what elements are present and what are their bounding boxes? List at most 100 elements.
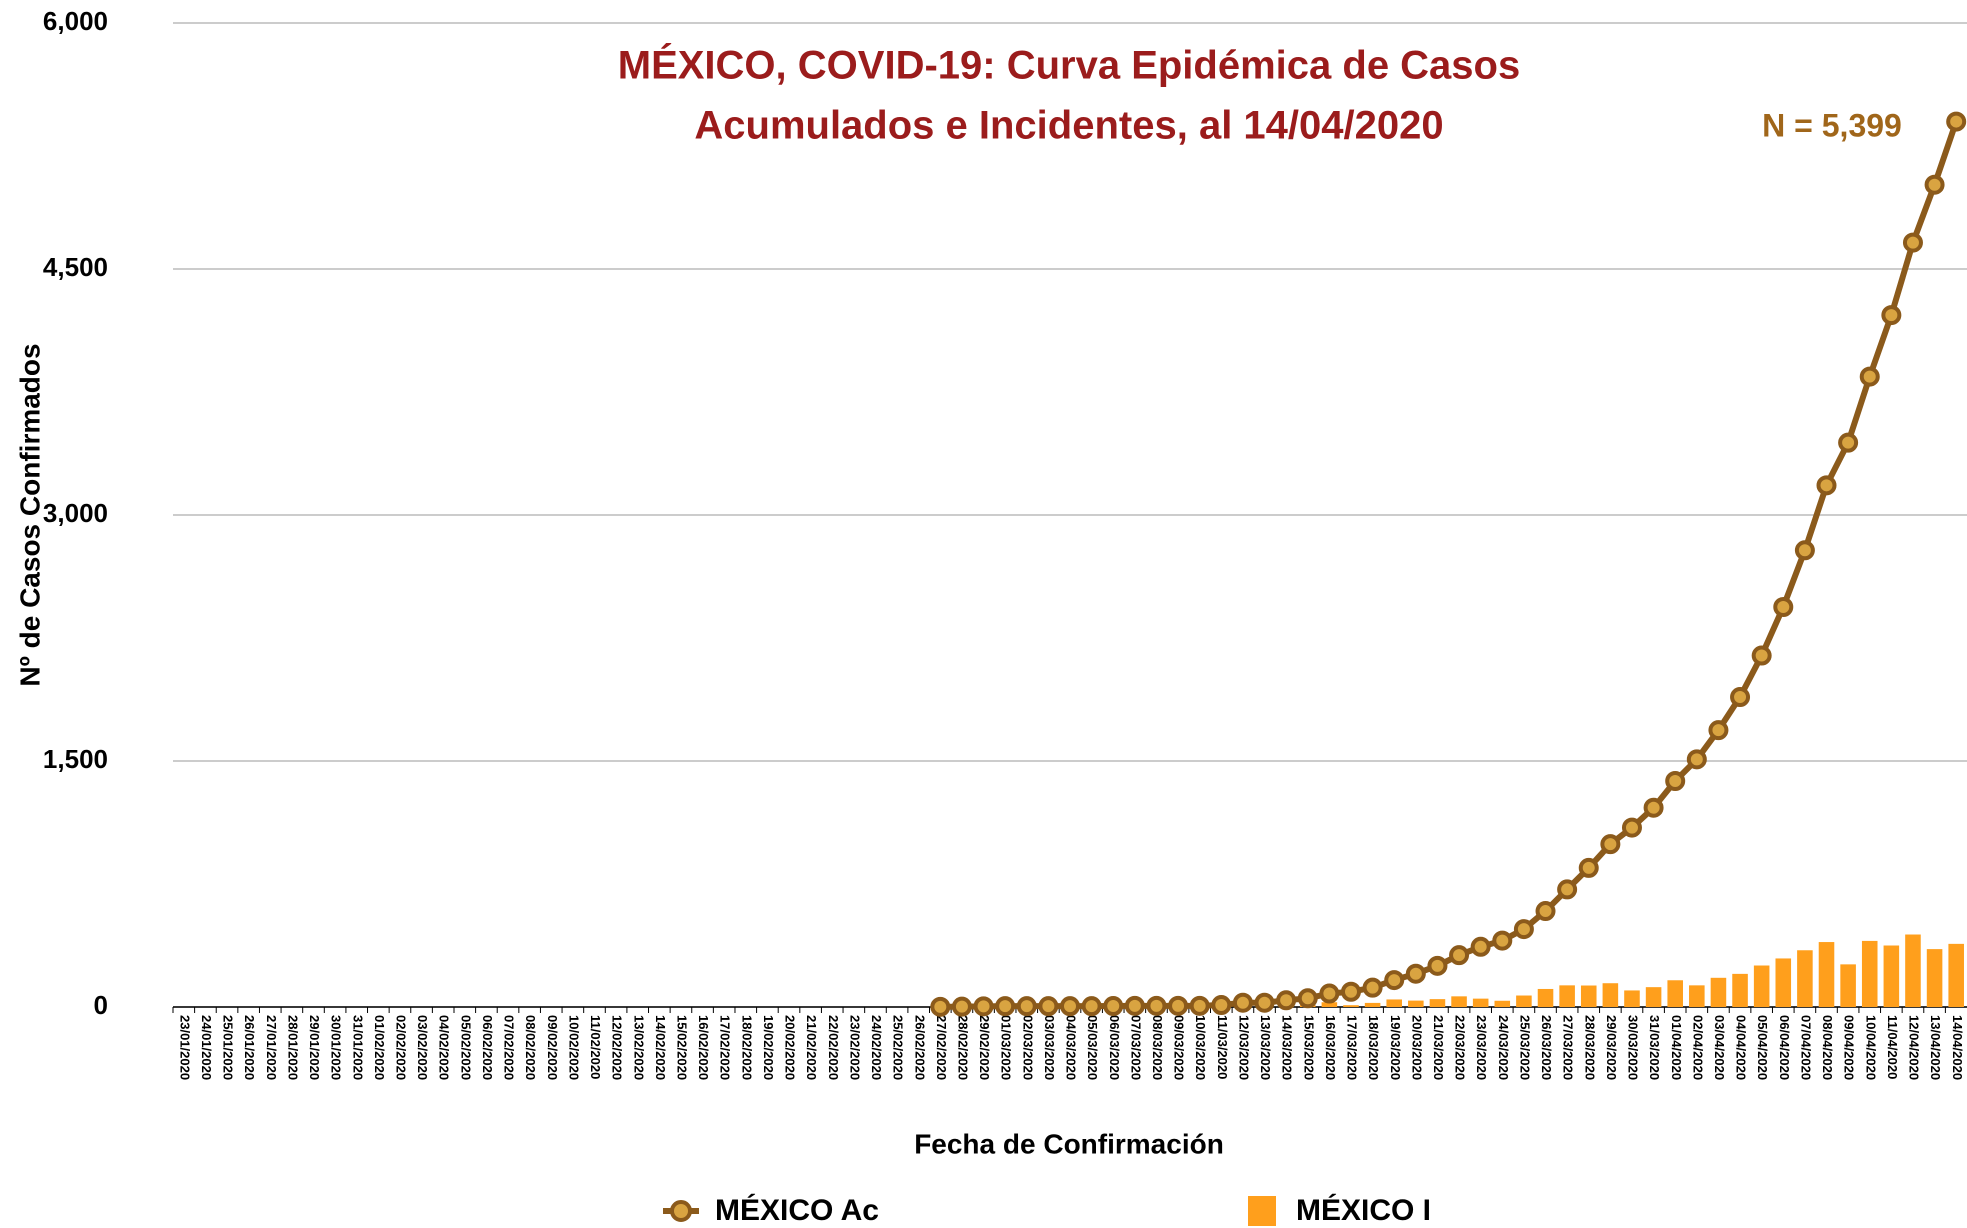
- y-tick-label: 1,500: [43, 744, 108, 774]
- marker: [1384, 970, 1405, 991]
- bar: [1408, 1000, 1424, 1007]
- bar: [1861, 940, 1878, 1007]
- x-tick-label: 05/04/2020: [1755, 1015, 1770, 1080]
- x-tick-label: 01/04/2020: [1669, 1015, 1684, 1080]
- x-tick-label: 10/04/2020: [1863, 1015, 1878, 1080]
- bar: [1559, 985, 1575, 1007]
- x-tick-label: 28/03/2020: [1582, 1015, 1597, 1080]
- x-tick-label: 09/04/2020: [1842, 1015, 1857, 1080]
- bar: [1905, 934, 1921, 1007]
- marker: [1665, 771, 1686, 792]
- annotation: N = 5,399: [1762, 107, 1902, 143]
- x-tick-label: 28/02/2020: [955, 1015, 970, 1080]
- x-tick-label: 15/02/2020: [675, 1015, 690, 1080]
- marker: [1362, 977, 1383, 998]
- x-tick-label: 22/02/2020: [826, 1015, 841, 1080]
- x-tick-label: 09/02/2020: [545, 1015, 560, 1080]
- x-tick-label: 23/01/2020: [177, 1015, 192, 1080]
- marker: [930, 996, 951, 1017]
- x-tick-label: 01/03/2020: [999, 1015, 1014, 1080]
- x-tick-label: 27/02/2020: [934, 1015, 949, 1080]
- legend-marker: [1248, 1196, 1276, 1226]
- marker: [1600, 834, 1621, 855]
- bar: [1537, 988, 1554, 1007]
- x-tick-label: 29/01/2020: [307, 1015, 322, 1080]
- x-tick-label: 10/03/2020: [1193, 1015, 1208, 1080]
- legend-marker: [670, 1200, 692, 1222]
- marker: [1859, 366, 1880, 387]
- x-tick-label: 03/04/2020: [1712, 1015, 1727, 1080]
- legend-label: MÉXICO I: [1296, 1193, 1431, 1227]
- x-tick-label: 02/04/2020: [1690, 1015, 1705, 1080]
- marker: [1449, 945, 1470, 966]
- x-tick-label: 16/03/2020: [1323, 1015, 1338, 1080]
- y-tick-label: 6,000: [43, 6, 108, 36]
- bar: [1364, 1002, 1381, 1007]
- x-tick-label: 23/02/2020: [847, 1015, 862, 1080]
- x-tick-label: 01/02/2020: [372, 1015, 387, 1080]
- chart-title: MÉXICO, COVID-19: Curva Epidémica de Cas…: [618, 43, 1520, 88]
- x-tick-label: 28/01/2020: [285, 1015, 300, 1080]
- x-axis-label: Fecha de Confirmación: [914, 1128, 1224, 1159]
- x-tick-label: 20/02/2020: [783, 1015, 798, 1080]
- y-tick-label: 3,000: [43, 498, 108, 528]
- x-tick-label: 05/02/2020: [458, 1015, 473, 1080]
- marker: [1751, 645, 1772, 666]
- marker: [1168, 995, 1189, 1016]
- x-tick-label: 23/03/2020: [1474, 1015, 1489, 1080]
- x-tick-label: 08/02/2020: [523, 1015, 538, 1080]
- bar: [1494, 1000, 1511, 1007]
- marker: [1319, 983, 1340, 1004]
- x-tick-label: 04/02/2020: [437, 1015, 452, 1080]
- bar: [1948, 943, 1964, 1007]
- line: [940, 120, 1960, 1010]
- marker: [1816, 475, 1837, 496]
- bar: [1883, 945, 1900, 1007]
- x-tick-label: 17/03/2020: [1345, 1015, 1360, 1080]
- marker: [1124, 995, 1145, 1016]
- marker: [1038, 996, 1059, 1017]
- x-tick-label: 13/03/2020: [1258, 1015, 1273, 1080]
- chart-title: Acumulados e Incidentes, al 14/04/2020: [694, 104, 1443, 148]
- x-tick-label: 15/03/2020: [1301, 1015, 1316, 1080]
- marker: [1427, 955, 1448, 976]
- x-tick-label: 22/03/2020: [1453, 1015, 1468, 1080]
- marker: [1686, 749, 1707, 770]
- x-tick-label: 27/03/2020: [1561, 1015, 1576, 1080]
- marker: [1492, 930, 1513, 951]
- x-tick-label: 02/03/2020: [1020, 1015, 1035, 1080]
- x-tick-label: 24/03/2020: [1496, 1015, 1511, 1080]
- bar: [1926, 949, 1943, 1007]
- x-tick-label: 21/03/2020: [1431, 1015, 1446, 1080]
- x-tick-label: 05/03/2020: [1085, 1015, 1100, 1080]
- x-tick-label: 25/03/2020: [1517, 1015, 1532, 1080]
- x-tick-label: 24/02/2020: [869, 1015, 884, 1080]
- bar: [1753, 965, 1770, 1007]
- x-tick-label: 30/03/2020: [1626, 1015, 1641, 1080]
- bar: [1818, 942, 1835, 1007]
- x-tick-label: 08/03/2020: [1150, 1015, 1165, 1080]
- marker: [1232, 992, 1253, 1013]
- marker: [1902, 232, 1923, 253]
- x-tick-label: 18/03/2020: [1366, 1015, 1381, 1080]
- x-tick-label: 29/03/2020: [1604, 1015, 1619, 1080]
- x-tick-label: 09/03/2020: [1172, 1015, 1187, 1080]
- marker: [1405, 963, 1426, 984]
- x-tick-label: 26/01/2020: [242, 1015, 257, 1080]
- bar: [1710, 977, 1727, 1007]
- bar: [1602, 983, 1619, 1007]
- bar: [1451, 996, 1467, 1007]
- x-tick-label: 25/02/2020: [891, 1015, 906, 1080]
- bar: [1624, 990, 1640, 1007]
- x-tick-label: 25/01/2020: [221, 1015, 236, 1080]
- x-tick-label: 11/03/2020: [1215, 1015, 1230, 1079]
- marker: [1297, 988, 1318, 1009]
- x-tick-label: 31/03/2020: [1647, 1015, 1662, 1080]
- x-tick-label: 18/02/2020: [739, 1015, 754, 1080]
- marker: [1016, 996, 1037, 1017]
- x-tick-label: 20/03/2020: [1409, 1015, 1424, 1080]
- marker: [973, 996, 994, 1017]
- marker: [1578, 857, 1599, 878]
- marker: [1513, 919, 1534, 940]
- x-tick-label: 12/02/2020: [610, 1015, 625, 1080]
